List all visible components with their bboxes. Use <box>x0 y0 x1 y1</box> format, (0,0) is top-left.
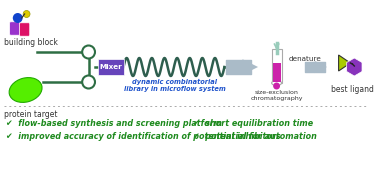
Circle shape <box>82 75 95 89</box>
Text: ✔  flow-based synthesis and screening platform: ✔ flow-based synthesis and screening pla… <box>6 119 222 128</box>
Bar <box>273 63 280 82</box>
Text: best ligand: best ligand <box>331 85 374 94</box>
Text: dynamic combinatorial
library in microflow system: dynamic combinatorial library in microfl… <box>124 79 226 92</box>
Bar <box>272 49 282 83</box>
Ellipse shape <box>9 78 42 102</box>
Polygon shape <box>347 58 362 76</box>
Polygon shape <box>339 55 350 71</box>
FancyBboxPatch shape <box>10 22 20 35</box>
Circle shape <box>13 13 23 23</box>
Text: denature: denature <box>288 56 321 62</box>
Text: size-exclusion
chromatography: size-exclusion chromatography <box>250 90 303 101</box>
Text: building block: building block <box>4 38 58 47</box>
Text: ✔  potential for automation: ✔ potential for automation <box>193 132 317 141</box>
Text: ✔  improved accuracy of identification of potential inhibitors: ✔ improved accuracy of identification of… <box>6 132 280 141</box>
FancyBboxPatch shape <box>20 23 30 36</box>
Text: ✔  short equilibration time: ✔ short equilibration time <box>193 119 313 128</box>
Circle shape <box>82 46 95 58</box>
Circle shape <box>23 11 30 18</box>
Ellipse shape <box>272 81 282 86</box>
Circle shape <box>273 82 280 89</box>
Text: protein target: protein target <box>4 110 57 119</box>
FancyBboxPatch shape <box>98 59 124 75</box>
Text: Mixer: Mixer <box>99 64 122 70</box>
